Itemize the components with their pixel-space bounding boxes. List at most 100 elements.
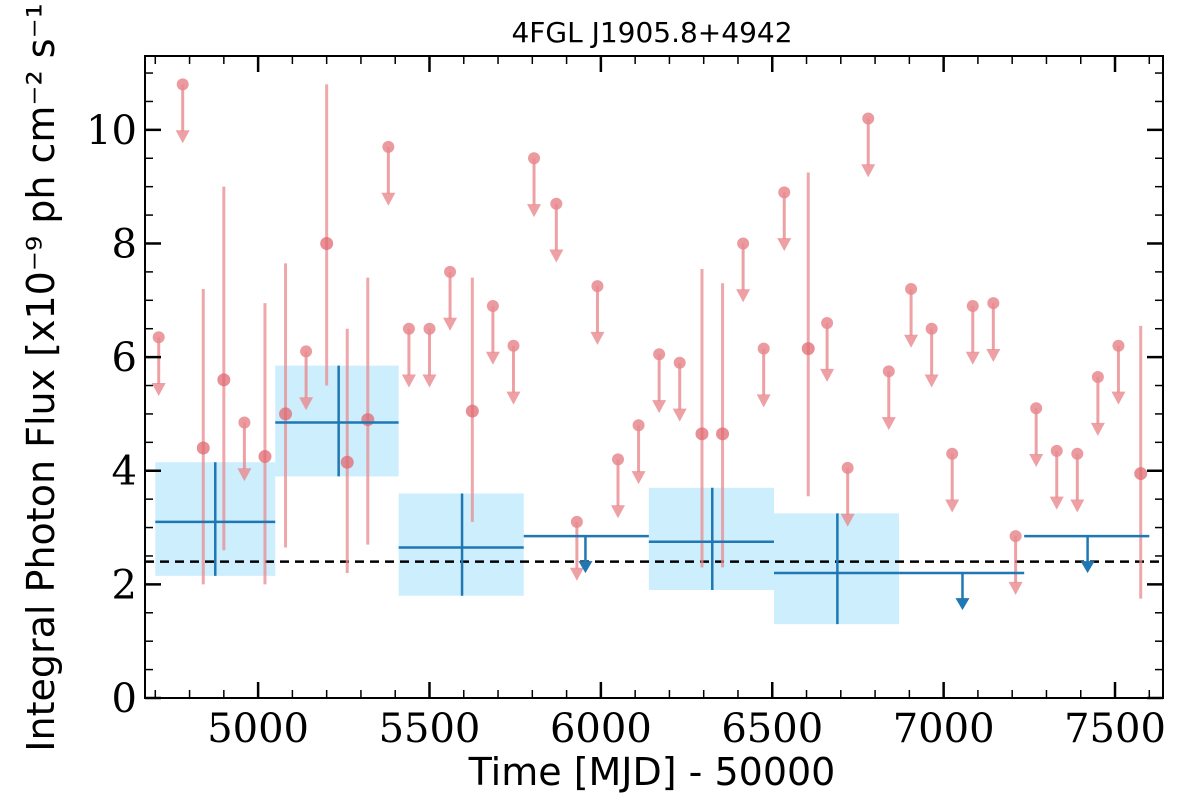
short-bin-ul-marker-4 bbox=[382, 140, 395, 153]
y-tick-label-3: 6 bbox=[112, 335, 137, 381]
short-bin-ul-marker-25 bbox=[905, 282, 918, 295]
short-bin-point-11 bbox=[1134, 467, 1148, 481]
short-bin-ul-arrow-31 bbox=[1029, 454, 1044, 468]
short-bin-point-2 bbox=[258, 450, 272, 464]
short-bin-point-0 bbox=[196, 441, 210, 455]
short-bin-ul-arrow-7 bbox=[443, 317, 458, 331]
short-bin-ul-marker-15 bbox=[632, 419, 645, 432]
short-bin-ul-marker-14 bbox=[612, 453, 625, 466]
short-bin-ul-marker-20 bbox=[778, 186, 791, 199]
plot-frame bbox=[144, 55, 1164, 699]
chart-title: 4FGL J1905.8+4942 bbox=[511, 16, 792, 49]
short-bin-ul-arrow-12 bbox=[569, 567, 584, 581]
x-tick-label-0: 5000 bbox=[207, 706, 309, 752]
y-axis-label: Integral Photon Flux [x10⁻⁹ ph cm⁻² s⁻¹] bbox=[19, 0, 63, 752]
short-bin-ul-marker-10 bbox=[528, 152, 541, 165]
axes: 5000 5500 6000 6500 7000 7500 0 2 4 6 8 10 bbox=[86, 55, 1166, 752]
short-bin-ul-arrow-26 bbox=[924, 374, 939, 388]
short-bin-ul-marker-33 bbox=[1071, 447, 1084, 460]
short-bin-point-9 bbox=[716, 427, 730, 441]
short-bin-point-1 bbox=[217, 373, 231, 387]
short-bin-ul-marker-2 bbox=[238, 416, 251, 429]
short-bin-ul-arrow-10 bbox=[527, 204, 542, 218]
short-bin-ul-arrow-0 bbox=[151, 383, 166, 397]
short-bin-ul-arrow-8 bbox=[485, 351, 500, 365]
short-bin-ul-arrow-1 bbox=[175, 130, 190, 144]
short-bin-ul-marker-11 bbox=[550, 197, 563, 210]
short-bin-ul-marker-24 bbox=[882, 365, 895, 378]
short-bin-ul-marker-19 bbox=[757, 342, 770, 355]
short-bin-point-6 bbox=[361, 413, 375, 427]
short-bin-ul-marker-16 bbox=[653, 348, 666, 361]
short-bin-ul-marker-17 bbox=[673, 356, 686, 369]
short-bin-point-10 bbox=[801, 342, 815, 356]
short-bin-ul-arrow-3 bbox=[299, 397, 314, 411]
short-bin-point-7 bbox=[465, 404, 479, 418]
short-bin-ul-marker-35 bbox=[1112, 339, 1125, 352]
short-bin-ul-arrow-11 bbox=[549, 249, 564, 263]
short-bin-ul-marker-7 bbox=[444, 265, 457, 278]
short-bin-ul-marker-26 bbox=[925, 322, 938, 335]
long-bin-series bbox=[155, 365, 1150, 625]
short-bin-ul-arrow-30 bbox=[1008, 581, 1023, 595]
short-bin-ul-marker-34 bbox=[1091, 371, 1104, 383]
short-bin-ul-marker-28 bbox=[966, 299, 979, 312]
confidence-bands bbox=[155, 365, 900, 625]
short-bin-ul-arrow-14 bbox=[611, 505, 626, 519]
short-bin-ul-marker-0 bbox=[152, 331, 165, 344]
short-bin-ul-arrow-13 bbox=[590, 331, 605, 345]
x-axis-label: Time [MJD] - 50000 bbox=[468, 750, 836, 794]
short-bin-ul-marker-1 bbox=[176, 78, 189, 91]
short-bin-ul-arrow-34 bbox=[1090, 422, 1105, 436]
short-bin-ul-marker-3 bbox=[300, 345, 313, 358]
long-bin-ul-arrow-1 bbox=[955, 598, 970, 611]
y-tick-label-5: 10 bbox=[86, 108, 137, 154]
short-bin-ul-arrow-21 bbox=[820, 368, 835, 382]
short-bin-ul-arrow-17 bbox=[672, 408, 687, 422]
short-bin-ul-arrow-15 bbox=[631, 471, 646, 485]
y-tick-label-2: 4 bbox=[112, 449, 137, 495]
short-bin-ul-arrow-27 bbox=[945, 499, 960, 513]
short-bin-ul-marker-23 bbox=[862, 112, 875, 125]
x-tick-label-5: 7500 bbox=[1064, 706, 1166, 752]
short-bin-ul-marker-30 bbox=[1009, 530, 1022, 543]
short-bin-ul-marker-5 bbox=[402, 322, 415, 335]
x-tick-label-4: 7000 bbox=[893, 706, 995, 752]
short-bin-ul-arrow-4 bbox=[381, 192, 396, 206]
y-tick-label-4: 8 bbox=[112, 221, 137, 267]
short-bin-ul-marker-31 bbox=[1030, 402, 1043, 415]
short-bin-ul-arrow-32 bbox=[1049, 496, 1064, 510]
short-bin-ul-arrow-16 bbox=[652, 400, 667, 414]
short-bin-ul-arrow-2 bbox=[237, 468, 252, 482]
short-bin-ul-arrow-33 bbox=[1070, 499, 1085, 513]
short-bin-series bbox=[151, 78, 1148, 599]
long-bin-ul-arrow-2 bbox=[1080, 561, 1095, 574]
short-bin-ul-marker-27 bbox=[946, 447, 959, 460]
short-bin-ul-arrow-5 bbox=[401, 374, 416, 388]
short-bin-ul-marker-9 bbox=[507, 339, 520, 352]
short-bin-ul-arrow-20 bbox=[777, 238, 792, 252]
short-bin-ul-arrow-6 bbox=[422, 374, 437, 388]
long-bin-ul-arrow-0 bbox=[578, 561, 593, 574]
short-bin-ul-arrow-18 bbox=[736, 289, 751, 303]
short-bin-point-5 bbox=[340, 455, 354, 469]
short-bin-ul-marker-18 bbox=[737, 237, 750, 250]
short-bin-ul-arrow-25 bbox=[904, 334, 919, 348]
short-bin-ul-marker-13 bbox=[591, 280, 604, 293]
short-bin-point-8 bbox=[695, 427, 709, 441]
short-bin-ul-marker-21 bbox=[821, 317, 834, 330]
y-tick-label-1: 2 bbox=[112, 562, 137, 608]
short-bin-ul-arrow-19 bbox=[756, 394, 771, 408]
y-tick-label-0: 0 bbox=[112, 676, 137, 722]
short-bin-ul-arrow-23 bbox=[861, 164, 876, 178]
short-bin-ul-marker-29 bbox=[987, 297, 1000, 310]
short-bin-point-4 bbox=[320, 236, 334, 250]
x-tick-label-1: 5500 bbox=[379, 706, 481, 752]
short-bin-ul-marker-32 bbox=[1050, 444, 1063, 457]
x-tick-label-2: 6000 bbox=[550, 706, 652, 752]
long-bin-band-1 bbox=[275, 365, 399, 477]
short-bin-ul-arrow-28 bbox=[965, 351, 980, 365]
short-bin-ul-marker-6 bbox=[423, 322, 436, 335]
x-tick-label-3: 6500 bbox=[721, 706, 823, 752]
